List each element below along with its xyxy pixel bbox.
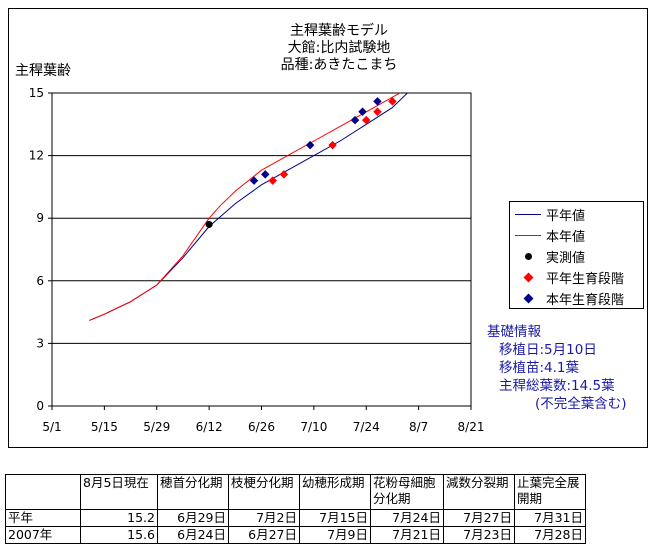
chart-frame: 0 3 6 9 12 15 5/1 5/15 5/29 6/12 6/26 7/10 7/24 8/7 8/… [8, 8, 648, 448]
table-cell: 7月23日 [443, 526, 515, 544]
legend: 平年値 本年値 実測値 平年生育段階 本年生育段階 [509, 201, 644, 309]
legend-label: 平年値 [546, 209, 586, 224]
y-tick-label: 0 [36, 399, 44, 413]
info-line: 主稈総葉数:14.5葉 [499, 378, 615, 394]
table-row: 2007年 15.6 6月24日 6月27日 7月9日 7月21日 7月23日 … [5, 526, 586, 544]
table-cell: 7月27日 [443, 509, 515, 527]
legend-item-honnen: 本年値 [514, 225, 643, 246]
x-tick-label: 5/15 [91, 420, 118, 434]
table-cell: 6月29日 [157, 509, 229, 527]
table-cell: 7月2日 [228, 509, 300, 527]
table-header-cell: 幼穂形成期 [299, 474, 371, 510]
data-point [268, 176, 277, 185]
y-tick-label: 6 [36, 274, 44, 288]
legend-circle-icon [524, 253, 532, 260]
data-point [350, 115, 360, 125]
basic-info: 基礎情報 移植日:5月10日 移植苗:4.1葉 主稈総葉数:14.5葉 (不完全… [487, 323, 627, 413]
table-cell: 7月15日 [299, 509, 371, 527]
legend-item-heinen-stage: 平年生育段階 [514, 267, 643, 288]
info-heading: 基礎情報 [487, 324, 541, 340]
legend-item-heinen: 平年値 [514, 204, 643, 225]
legend-label: 実測値 [546, 251, 586, 266]
y-tick-label: 3 [36, 336, 44, 350]
chart-title-line-2: 大館:比内試験地 [287, 40, 391, 56]
series-line [89, 93, 408, 321]
y-tick-label: 15 [29, 86, 44, 100]
x-tick-label: 8/7 [409, 420, 428, 434]
x-tick-label: 7/10 [300, 420, 327, 434]
x-tick-label: 7/24 [353, 420, 380, 434]
plot-area [51, 92, 472, 407]
table-header-row: 8月5日現在 穂首分化期 枝梗分化期 幼穂形成期 花粉母細胞分化期 減数分裂期 … [5, 474, 586, 510]
legend-label: 本年値 [546, 230, 586, 245]
data-point [249, 176, 259, 185]
table-header-cell: 減数分裂期 [443, 474, 515, 510]
table-cell: 15.6 [80, 526, 158, 544]
y-axis-label: 主稈葉齢 [15, 63, 71, 79]
table-cell: 6月27日 [228, 526, 300, 544]
chart-plot: 0 3 6 9 12 15 5/1 5/15 5/29 6/12 6/26 7/10 7/24 8/7 8/… [29, 86, 485, 434]
info-line: 移植日:5月10日 [499, 342, 597, 358]
x-tick-label: 8/21 [458, 420, 485, 434]
data-point [373, 107, 382, 117]
legend-item-jissoku: 実測値 [514, 246, 643, 267]
legend-line-icon [515, 214, 541, 215]
x-tick-label: 6/12 [196, 420, 223, 434]
legend-diamond-icon [523, 272, 533, 283]
table-cell: 7月24日 [370, 509, 444, 527]
data-point [279, 170, 289, 179]
chart-title-line-3: 品種:あきたこまち [280, 57, 398, 73]
table-row-header: 2007年 [5, 526, 81, 544]
legend-label: 本年生育段階 [546, 293, 625, 308]
data-point [305, 140, 315, 150]
data-point [358, 107, 367, 117]
data-point [260, 170, 270, 179]
info-line: 移植苗:4.1葉 [499, 360, 580, 376]
data-point [388, 97, 397, 106]
table-header-cell: 8月5日現在 [80, 474, 158, 510]
table-cell: 7月28日 [514, 526, 586, 544]
y-tick-label: 12 [29, 149, 44, 163]
series-line [89, 93, 401, 321]
y-tick-label: 9 [36, 211, 44, 225]
x-tick-label: 5/29 [143, 420, 170, 434]
table-cell: 7月9日 [299, 526, 371, 544]
legend-diamond-icon [523, 293, 533, 304]
data-point [362, 115, 371, 125]
table-cell: 7月21日 [370, 526, 444, 544]
info-line: (不完全葉含む) [535, 396, 627, 412]
table-header-cell: 穂首分化期 [157, 474, 229, 510]
x-tick-label: 5/1 [42, 420, 61, 434]
table-header-cell [5, 474, 81, 510]
x-tick-label: 6/26 [248, 420, 275, 434]
data-point [373, 97, 382, 106]
legend-label: 平年生育段階 [546, 272, 625, 287]
growth-stage-table: 8月5日現在 穂首分化期 枝梗分化期 幼穂形成期 花粉母細胞分化期 減数分裂期 … [5, 474, 586, 544]
data-point [205, 220, 213, 228]
table-header-cell: 枝梗分化期 [228, 474, 300, 510]
table-header-cell: 止葉完全展開期 [514, 474, 586, 510]
table-cell: 15.2 [80, 509, 158, 527]
data-point [328, 140, 337, 150]
table-row-header: 平年 [5, 509, 81, 527]
chart-title-line-1: 主稈葉齢モデル [290, 23, 388, 39]
legend-line-icon [515, 235, 541, 236]
legend-item-honnen-stage: 本年生育段階 [514, 288, 643, 309]
table-header-cell: 花粉母細胞分化期 [370, 474, 444, 510]
table-cell: 6月24日 [157, 526, 229, 544]
table-cell: 7月31日 [514, 509, 586, 527]
table-row: 平年 15.2 6月29日 7月2日 7月15日 7月24日 7月27日 7月3… [5, 509, 586, 527]
